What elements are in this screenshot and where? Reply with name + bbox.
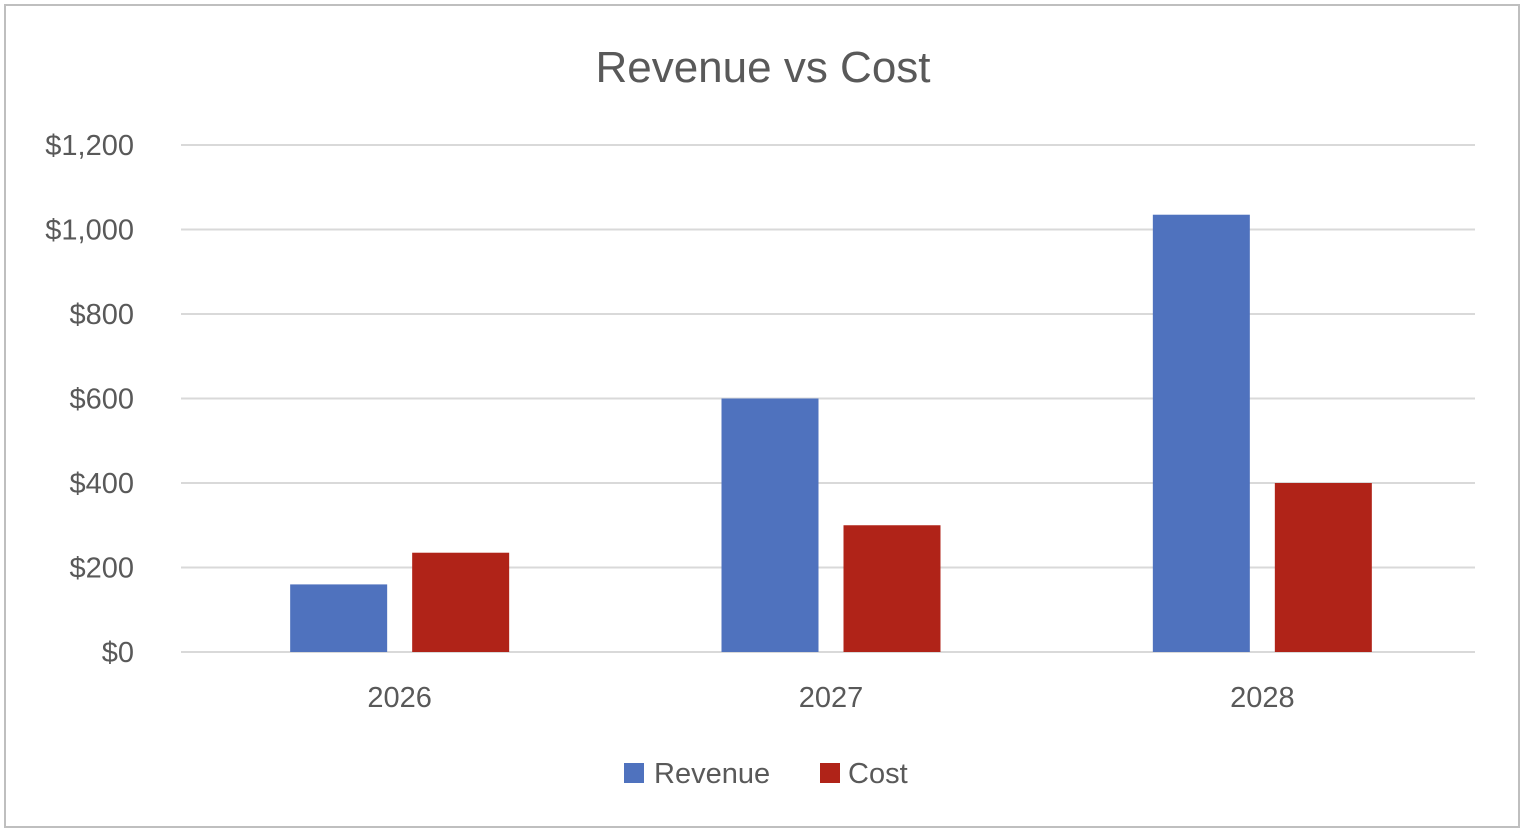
legend-label-revenue: Revenue bbox=[654, 758, 770, 790]
y-tick-label: $0 bbox=[102, 637, 134, 669]
y-tick-label: $1,000 bbox=[45, 215, 134, 247]
y-tick-label: $600 bbox=[69, 384, 134, 416]
legend-swatch-cost bbox=[820, 763, 840, 783]
gridlines bbox=[181, 144, 1475, 653]
legend-swatch-revenue bbox=[624, 763, 644, 783]
x-tick-label: 2027 bbox=[799, 682, 864, 714]
legend: Revenue Cost bbox=[624, 758, 908, 790]
bar-revenue-2026 bbox=[290, 584, 388, 652]
y-tick-label: $400 bbox=[69, 468, 134, 500]
bar-revenue-2028 bbox=[1152, 214, 1250, 652]
legend-label-cost: Cost bbox=[848, 758, 908, 790]
y-tick-label: $200 bbox=[69, 553, 134, 585]
bar-cost-2028 bbox=[1274, 483, 1372, 652]
bar-cost-2026 bbox=[412, 552, 510, 652]
chart-title: Revenue vs Cost bbox=[595, 43, 930, 92]
y-tick-label: $800 bbox=[69, 299, 134, 331]
x-tick-label: 2026 bbox=[367, 682, 432, 714]
bars bbox=[290, 214, 1372, 652]
x-tick-label: 2028 bbox=[1230, 682, 1295, 714]
x-axis-ticks: 2026 2027 2028 bbox=[367, 682, 1294, 714]
y-tick-label: $1,200 bbox=[45, 130, 134, 162]
y-axis-ticks: $0 $200 $400 $600 $800 $1,000 $1,200 bbox=[45, 130, 134, 669]
bar-cost-2027 bbox=[843, 525, 941, 652]
bar-revenue-2027 bbox=[721, 398, 819, 652]
